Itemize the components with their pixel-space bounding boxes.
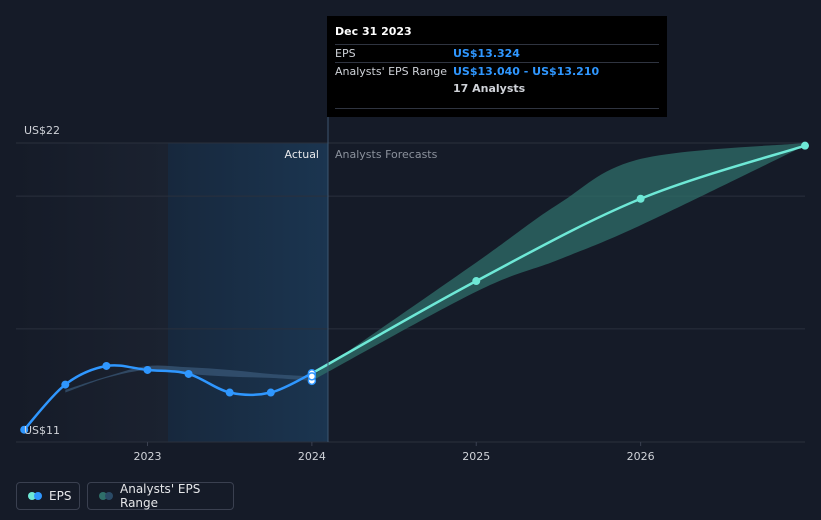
tooltip-eps-label: EPS [335,47,356,60]
tooltip-range-value: US$13.040 - US$13.210 [453,65,600,78]
x-tick-label: 2024 [298,450,326,463]
tooltip-row-eps: EPS US$13.324 [335,44,659,62]
forecast-label: Analysts Forecasts [335,148,438,161]
eps-actual-point [225,388,234,397]
y-tick-label: US$11 [24,424,60,437]
actual-label: Actual [285,148,319,161]
eps-actual-point [61,380,70,389]
tooltip-date: Dec 31 2023 [335,25,412,38]
tooltip-eps-value: US$13.324 [453,47,520,60]
range-swatch-icon [99,492,113,500]
eps-forecast-point [636,194,645,203]
axis-ticks: 2023 2024 2025 2026 US$22 US$11 [24,124,655,463]
past-region [16,143,168,442]
tooltip-analysts: 17 Analysts [453,82,526,95]
legend-range[interactable]: Analysts' EPS Range [87,482,234,510]
highlight-point [307,372,317,381]
y-tick-label: US$22 [24,124,60,137]
eps-actual-point [143,365,152,374]
eps-points [20,141,809,434]
eps-actual-point [184,369,193,378]
tooltip-row-range: Analysts' EPS Range US$13.040 - US$13.21… [335,62,659,80]
eps-actual-point [102,361,111,370]
tooltip-row-analysts: 17 Analysts [335,80,659,97]
tooltip-range-label: Analysts' EPS Range [335,65,448,78]
actual-range-band [65,365,312,393]
legend-eps[interactable]: EPS [16,482,80,510]
highlight-region [168,143,328,442]
x-tick-label: 2025 [462,450,490,463]
tooltip: Dec 31 2023 EPS US$13.324 Analysts' EPS … [327,16,667,117]
eps-swatch-icon [28,492,42,500]
forecast-range-band [311,143,805,381]
eps-actual-point [20,425,29,434]
tooltip-divider [335,108,659,109]
legend-range-label: Analysts' EPS Range [120,482,201,510]
eps-forecast-point [801,141,809,150]
eps-range-bands [65,143,805,393]
legend-eps-label: EPS [49,489,72,503]
eps-forecast-line [311,144,806,375]
x-tick-label: 2023 [134,450,162,463]
eps-forecast-point [472,277,481,286]
x-tick-label: 2026 [627,450,655,463]
eps-actual-point [266,388,275,397]
